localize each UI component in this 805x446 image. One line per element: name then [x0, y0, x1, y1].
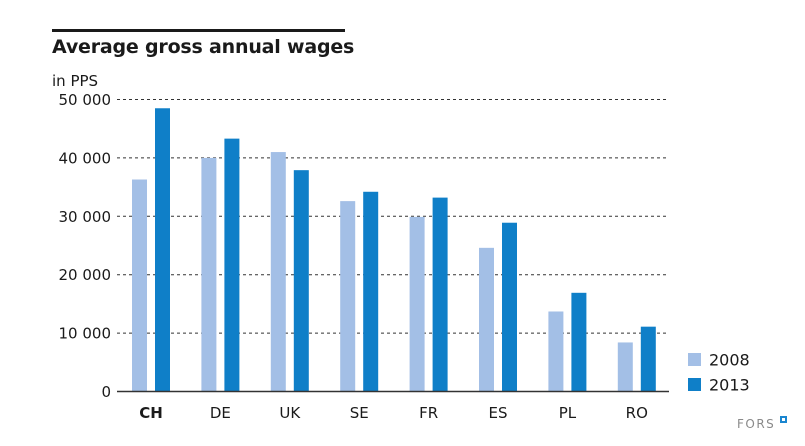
- bar-fr-2013: [432, 197, 448, 392]
- y-tick-label: 10 000: [59, 325, 112, 343]
- bar-ro-2008: [617, 342, 633, 392]
- chart-title: Average gross annual wages: [52, 36, 355, 58]
- y-tick-label: 0: [101, 383, 111, 401]
- y-tick-labels: 0 10 000 20 000 30 000 40 000 50 000: [59, 91, 112, 401]
- legend-label: 2013: [709, 376, 750, 395]
- fors-logo: FORS: [737, 417, 776, 431]
- bar-de-2013: [224, 138, 240, 392]
- bar-pl-2013: [571, 292, 587, 392]
- category-label: UK: [279, 404, 301, 422]
- bar-uk-2013: [293, 170, 309, 392]
- category-label: FR: [419, 404, 438, 422]
- title-rule: [52, 29, 345, 32]
- y-axis-unit-label: in PPS: [52, 72, 99, 90]
- legend-label: 2008: [709, 351, 750, 370]
- y-tick-label: 40 000: [59, 149, 112, 167]
- y-tick-label: 20 000: [59, 266, 112, 284]
- logo-square-icon: [780, 416, 787, 423]
- bar-ch-2008: [132, 179, 147, 392]
- bar-se-2013: [363, 191, 379, 392]
- bar-se-2008: [340, 201, 356, 392]
- bar-fr-2008: [409, 216, 425, 392]
- bar-es-2013: [502, 222, 517, 392]
- category-label: CH: [139, 404, 163, 422]
- bars: [132, 108, 656, 392]
- category-label: RO: [626, 404, 648, 422]
- category-label: PL: [559, 404, 577, 422]
- bar-uk-2008: [270, 152, 286, 392]
- bar-ch-2013: [155, 108, 170, 392]
- bar-es-2008: [479, 247, 494, 392]
- legend: 2008 2013: [688, 351, 750, 395]
- y-tick-label: 30 000: [59, 208, 112, 226]
- legend-swatch-2013: [688, 378, 701, 391]
- legend-swatch-2008: [688, 353, 701, 366]
- category-label: SE: [350, 404, 369, 422]
- category-label: DE: [210, 404, 231, 422]
- bar-ro-2013: [640, 326, 656, 392]
- category-label: ES: [489, 404, 508, 422]
- y-tick-label: 50 000: [59, 91, 112, 109]
- category-labels: CH DE UK SE FR ES PL RO: [139, 404, 648, 422]
- bar-pl-2008: [548, 311, 564, 392]
- bar-de-2008: [201, 157, 217, 392]
